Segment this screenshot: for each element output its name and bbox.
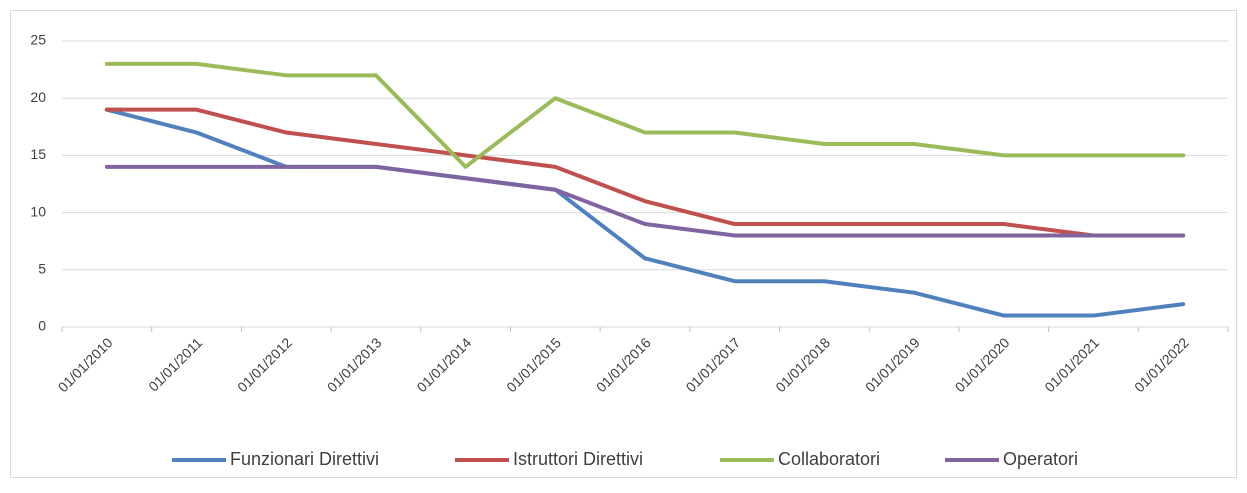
y-tick-label: 5 — [38, 261, 46, 277]
legend-label: Collaboratori — [778, 449, 880, 469]
series-line — [104, 164, 1186, 238]
y-tick-label: 10 — [30, 203, 46, 219]
legend-label: Funzionari Direttivi — [230, 449, 379, 469]
y-tick-label: 15 — [30, 146, 46, 162]
series-line — [104, 107, 1186, 238]
y-tick-label: 20 — [30, 89, 46, 105]
y-tick-label: 0 — [38, 318, 46, 334]
series-line — [104, 61, 1186, 169]
legend-label: Istruttori Direttivi — [513, 449, 643, 469]
legend-label: Operatori — [1003, 449, 1078, 469]
y-tick-label: 25 — [30, 32, 46, 48]
